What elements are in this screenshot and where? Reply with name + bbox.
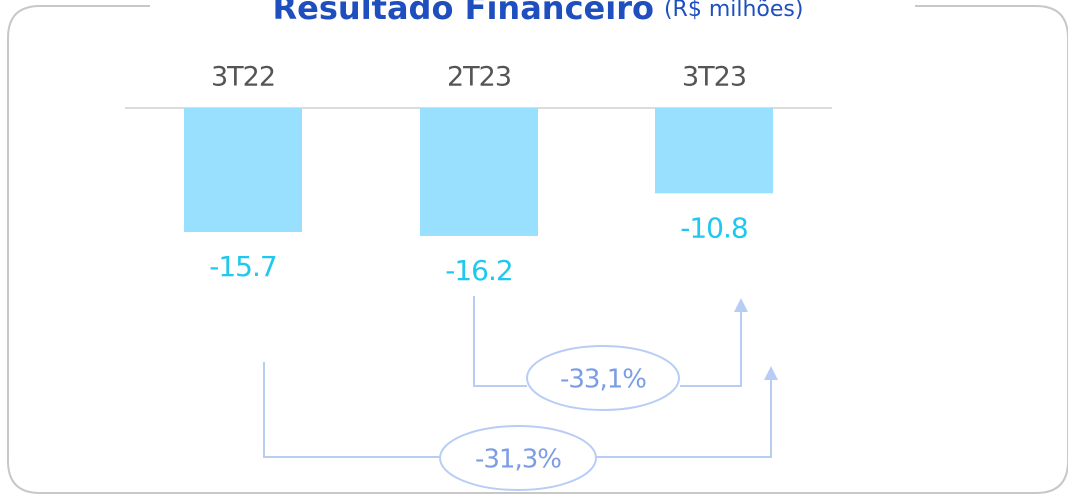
annotation: -31,3% [475, 445, 561, 475]
bar [184, 108, 302, 233]
value-label: -16.2 [445, 254, 512, 287]
annotation-ellipse [439, 425, 597, 491]
chart-title: Resultado Financeiro [273, 0, 654, 27]
annotation: -33,1% [560, 365, 646, 395]
arrow-head [764, 366, 778, 380]
value-label: -10.8 [680, 211, 747, 244]
connector [263, 362, 772, 458]
title-group: Resultado Financeiro (R$ milhões) [273, 0, 804, 27]
value-label: -15.7 [209, 250, 276, 283]
connector [473, 296, 742, 387]
annotation-ellipse [526, 345, 680, 411]
category-label: 3T22 [211, 62, 275, 93]
frame [7, 5, 1068, 494]
category-label: 2T23 [447, 62, 511, 93]
bar [420, 108, 538, 236]
chart-subtitle: (R$ milhões) [664, 0, 804, 22]
arrow-head [734, 298, 748, 312]
category-label: 3T23 [682, 62, 746, 93]
bar [655, 108, 773, 194]
